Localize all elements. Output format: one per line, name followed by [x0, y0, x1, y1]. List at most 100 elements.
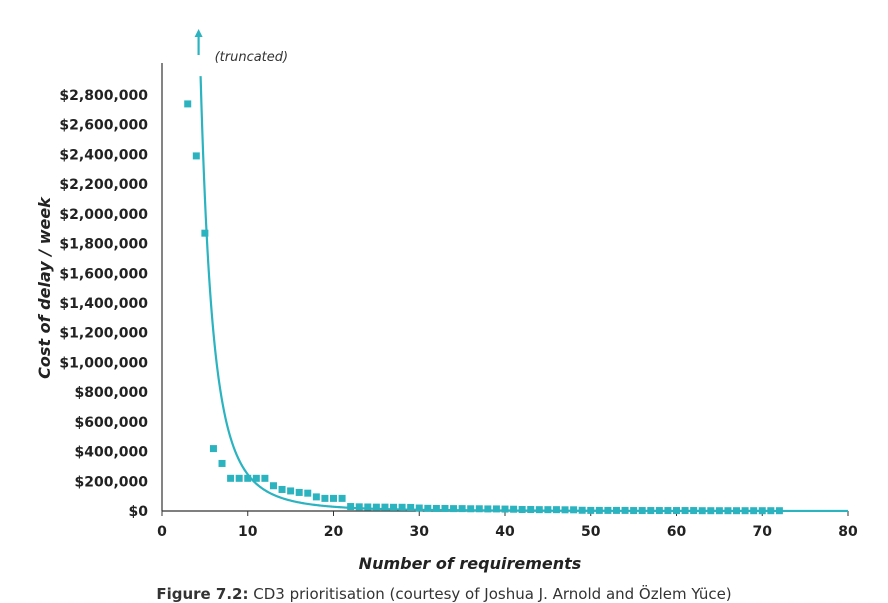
y-axis-title: Cost of delay / week — [35, 196, 54, 379]
y-tick-label: $600,000 — [74, 415, 148, 431]
figure-caption: Figure 7.2: CD3 prioritisation (courtesy… — [0, 585, 888, 603]
data-point — [655, 507, 663, 515]
data-point — [415, 504, 423, 512]
data-point — [724, 507, 732, 515]
data-point — [467, 505, 475, 513]
data-point — [775, 507, 783, 515]
data-point — [647, 507, 655, 515]
data-point — [295, 488, 303, 496]
y-tick-label: $2,400,000 — [59, 147, 148, 163]
data-point — [510, 505, 518, 513]
y-tick-label: $200,000 — [74, 474, 148, 490]
truncated-annotation: (truncated) — [215, 50, 289, 65]
data-point — [252, 474, 260, 482]
data-point — [715, 507, 723, 515]
data-point — [552, 506, 560, 514]
data-point — [227, 474, 235, 482]
y-tick-label: $1,400,000 — [59, 296, 148, 312]
data-point — [398, 503, 406, 511]
data-point — [561, 506, 569, 514]
x-tick-label: 40 — [495, 524, 515, 540]
data-point — [218, 459, 226, 467]
data-point — [767, 507, 775, 515]
y-tick-label: $1,000,000 — [59, 355, 148, 371]
y-tick-label: $1,600,000 — [59, 266, 148, 282]
data-point — [741, 507, 749, 515]
x-axis-title: Number of requirements — [359, 554, 582, 573]
data-point — [690, 507, 698, 515]
data-point — [673, 507, 680, 515]
data-point — [269, 482, 277, 490]
data-point — [484, 505, 492, 513]
x-tick-label: 30 — [410, 524, 430, 540]
data-point — [287, 487, 295, 495]
data-point — [321, 494, 329, 502]
y-tick-label: $2,800,000 — [59, 88, 148, 104]
x-axis-ticks: 0 10 20 30 40 50 60 70 80 — [157, 511, 858, 540]
y-tick-label: $0 — [129, 504, 149, 520]
data-point — [621, 506, 629, 514]
data-point — [630, 507, 638, 515]
data-point — [244, 474, 252, 482]
data-point — [758, 507, 766, 515]
data-point — [664, 507, 672, 515]
x-tick-label: 80 — [838, 524, 858, 540]
data-point — [604, 506, 612, 514]
x-tick-label: 60 — [667, 524, 687, 540]
data-point — [261, 474, 269, 482]
x-tick-label: 50 — [581, 524, 601, 540]
data-point — [587, 506, 595, 514]
data-point — [338, 494, 346, 502]
y-axis-ticks: $0 $200,000 $400,000 $600,000 $800,000 $1,000… — [59, 88, 148, 520]
data-point — [612, 506, 620, 514]
data-point — [450, 505, 458, 513]
data-point — [535, 506, 543, 514]
data-point — [304, 489, 312, 497]
data-point — [201, 229, 209, 237]
data-point — [698, 507, 706, 515]
data-point — [518, 506, 526, 514]
data-point — [278, 485, 286, 493]
data-point — [381, 503, 389, 511]
data-points — [184, 100, 783, 515]
data-point — [364, 503, 372, 511]
data-point — [750, 507, 758, 515]
data-point — [424, 504, 432, 512]
data-point — [544, 506, 552, 514]
data-point — [570, 506, 578, 514]
figure-label: Figure 7.2: — [156, 585, 249, 603]
data-point — [441, 504, 449, 512]
figure-caption-text: CD3 prioritisation (courtesy of Joshua J… — [253, 585, 732, 603]
data-point — [458, 505, 466, 513]
data-point — [475, 505, 483, 513]
data-point — [330, 494, 337, 502]
x-tick-label: 0 — [157, 524, 167, 540]
data-point — [492, 505, 500, 513]
data-point — [527, 506, 535, 514]
y-tick-label: $2,600,000 — [59, 118, 148, 134]
data-point — [733, 507, 741, 515]
data-point — [501, 505, 509, 513]
data-point — [707, 507, 715, 515]
y-tick-label: $1,800,000 — [59, 237, 148, 253]
y-tick-label: $800,000 — [74, 385, 148, 401]
x-tick-label: 20 — [324, 524, 344, 540]
data-point — [407, 503, 415, 511]
data-point — [235, 474, 243, 482]
data-point — [390, 503, 398, 511]
data-point — [432, 504, 440, 512]
y-tick-label: $1,200,000 — [59, 326, 148, 342]
data-point — [595, 506, 603, 514]
data-point — [578, 506, 586, 514]
trendline-curve — [199, 76, 848, 513]
y-tick-label: $2,200,000 — [59, 177, 148, 193]
data-point — [312, 493, 320, 501]
truncation-arrow-icon — [194, 29, 203, 55]
data-point — [681, 507, 689, 515]
y-tick-label: $400,000 — [74, 445, 148, 461]
x-tick-label: 70 — [753, 524, 773, 540]
x-tick-label: 10 — [238, 524, 258, 540]
data-point — [184, 100, 192, 108]
data-point — [638, 507, 646, 515]
data-point — [372, 503, 380, 511]
